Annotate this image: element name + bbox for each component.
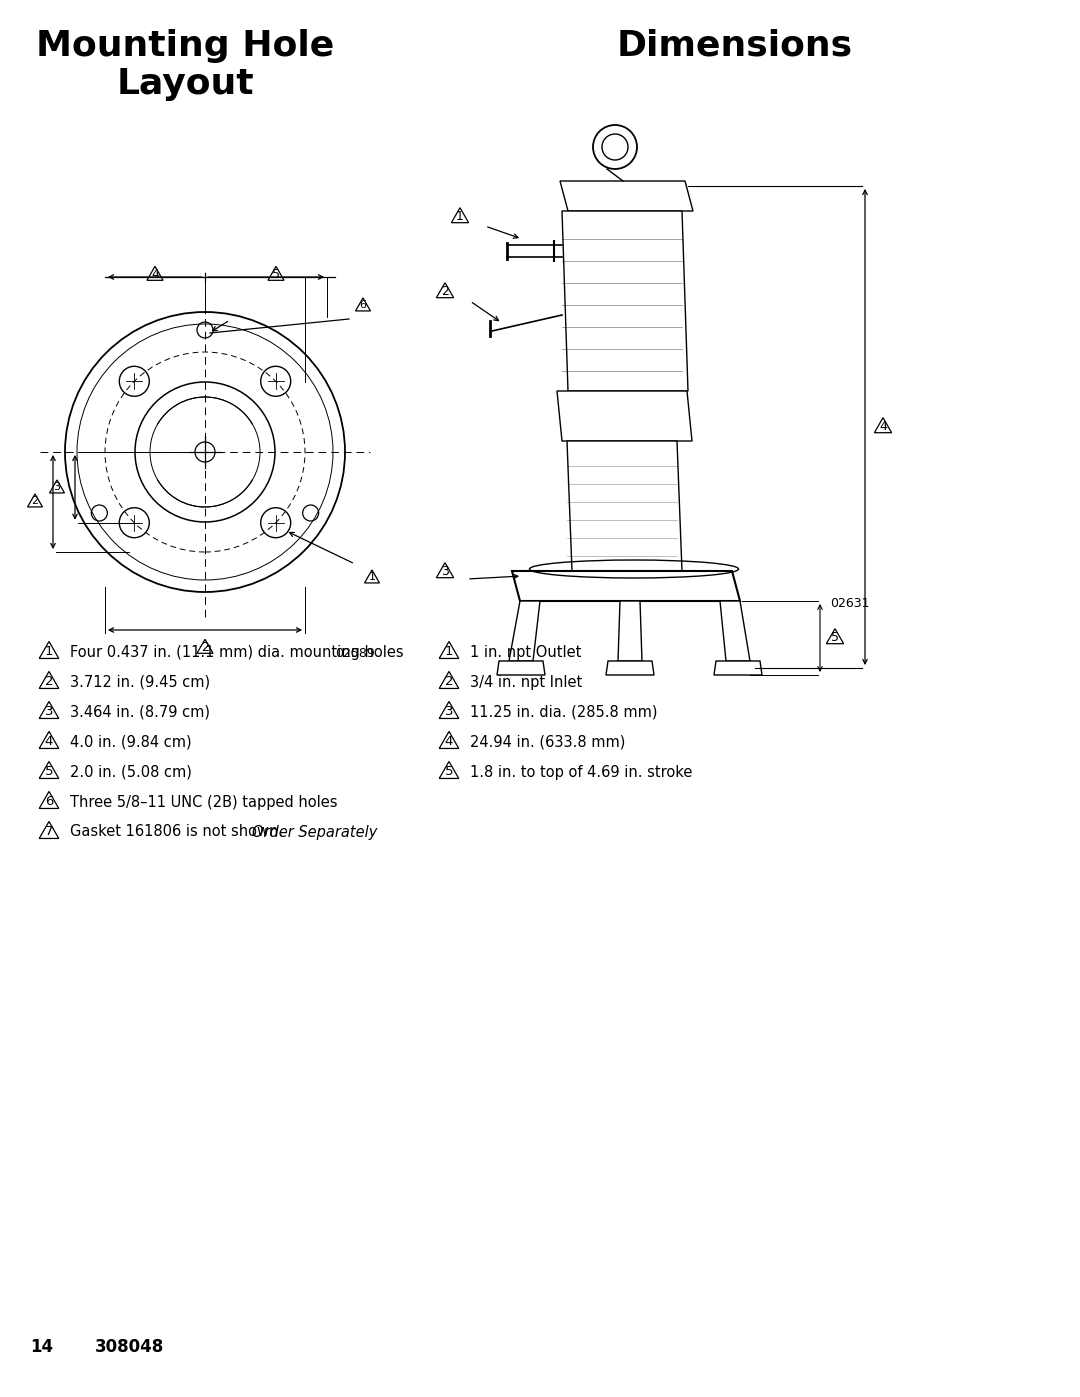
Text: 3: 3	[54, 482, 60, 492]
Text: 5: 5	[44, 764, 53, 778]
Text: 7: 7	[44, 824, 53, 838]
Text: 5: 5	[272, 268, 280, 281]
Text: 4.0 in. (9.84 cm): 4.0 in. (9.84 cm)	[70, 735, 191, 750]
Text: 2.0 in. (5.08 cm): 2.0 in. (5.08 cm)	[70, 764, 192, 780]
Polygon shape	[606, 661, 654, 675]
Text: 4: 4	[445, 735, 454, 747]
Text: 4: 4	[879, 419, 887, 433]
Text: Gasket 161806 is not shown.: Gasket 161806 is not shown.	[70, 824, 287, 840]
Polygon shape	[512, 571, 740, 601]
Text: 308048: 308048	[95, 1338, 164, 1356]
Text: 1 in. npt Outlet: 1 in. npt Outlet	[470, 644, 581, 659]
Text: 11.25 in. dia. (285.8 mm): 11.25 in. dia. (285.8 mm)	[470, 704, 658, 719]
Text: 2: 2	[445, 675, 454, 687]
Polygon shape	[561, 182, 693, 211]
Text: 2: 2	[44, 675, 53, 687]
Text: 3: 3	[445, 704, 454, 718]
Text: 3.464 in. (8.79 cm): 3.464 in. (8.79 cm)	[70, 704, 210, 719]
Polygon shape	[618, 601, 642, 661]
Text: 02589: 02589	[335, 647, 375, 659]
Polygon shape	[497, 661, 545, 675]
Text: Dimensions: Dimensions	[617, 29, 853, 63]
Text: 3: 3	[441, 564, 449, 578]
Polygon shape	[720, 601, 750, 661]
Text: 1: 1	[456, 210, 464, 222]
Text: 24.94 in. (633.8 mm): 24.94 in. (633.8 mm)	[470, 735, 625, 750]
Text: Mounting Hole: Mounting Hole	[36, 29, 334, 63]
Text: 1: 1	[368, 573, 376, 583]
Text: Four 0.437 in. (11.1 mm) dia. mounting holes: Four 0.437 in. (11.1 mm) dia. mounting h…	[70, 644, 404, 659]
Text: 4: 4	[44, 735, 53, 747]
Text: 02631: 02631	[831, 597, 870, 610]
Text: 1.8 in. to top of 4.69 in. stroke: 1.8 in. to top of 4.69 in. stroke	[470, 764, 692, 780]
Polygon shape	[562, 211, 688, 391]
Polygon shape	[714, 661, 762, 675]
Text: Order Separately: Order Separately	[253, 824, 378, 840]
Text: 4: 4	[151, 268, 159, 281]
Text: 2: 2	[441, 285, 449, 298]
Text: 5: 5	[445, 764, 454, 778]
Text: 1: 1	[44, 644, 53, 658]
Text: Layout: Layout	[117, 67, 254, 101]
Text: 3/4 in. npt Inlet: 3/4 in. npt Inlet	[470, 675, 582, 690]
Text: 3.712 in. (9.45 cm): 3.712 in. (9.45 cm)	[70, 675, 211, 690]
Text: 2: 2	[31, 496, 39, 506]
Text: Three 5/8–11 UNC (2B) tapped holes: Three 5/8–11 UNC (2B) tapped holes	[70, 795, 337, 809]
Polygon shape	[509, 601, 540, 661]
Text: 3: 3	[44, 704, 53, 718]
Text: 14: 14	[30, 1338, 53, 1356]
Text: 6: 6	[44, 795, 53, 807]
Text: 1: 1	[445, 644, 454, 658]
Polygon shape	[557, 391, 692, 441]
Polygon shape	[567, 441, 681, 571]
Text: 6: 6	[360, 300, 366, 310]
Text: 2: 2	[201, 641, 208, 654]
Text: 5: 5	[831, 631, 839, 644]
